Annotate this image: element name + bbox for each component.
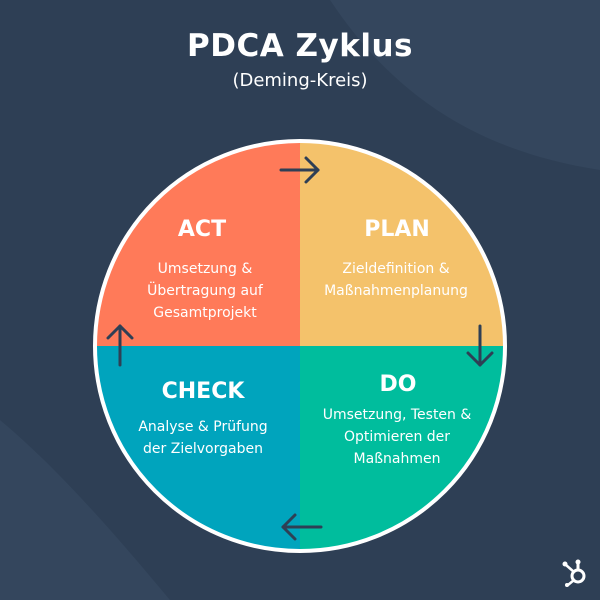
plan-line-2: Maßnahmenplanung <box>324 283 468 299</box>
check-title: CHECK <box>162 379 246 404</box>
arrow-left-icon <box>281 513 323 541</box>
page-title: PDCA Zyklus <box>187 28 413 64</box>
check-line-1: Analyse & Prüfung <box>138 419 267 435</box>
arrow-down-icon <box>466 324 494 367</box>
plan-line-1: Zieldefinition & <box>342 261 449 277</box>
arrow-up-icon <box>106 324 134 367</box>
arrow-right-icon <box>279 156 320 184</box>
do-title: DO <box>380 372 417 397</box>
plan-title: PLAN <box>364 217 430 242</box>
act-line-3: Gesamtprojekt <box>153 305 257 321</box>
hubspot-logo-icon <box>562 559 586 587</box>
do-line-2: Optimieren der <box>344 429 450 445</box>
check-line-2: der Zielvorgaben <box>143 441 263 457</box>
circle-border <box>93 139 507 553</box>
do-line-3: Maßnahmen <box>354 451 441 467</box>
page-subtitle: (Deming-Kreis) <box>232 70 368 91</box>
do-line-1: Umsetzung, Testen & <box>323 407 472 423</box>
act-line-1: Umsetzung & <box>158 261 253 277</box>
act-title: ACT <box>178 217 226 242</box>
act-line-2: Übertragung auf <box>147 281 264 299</box>
